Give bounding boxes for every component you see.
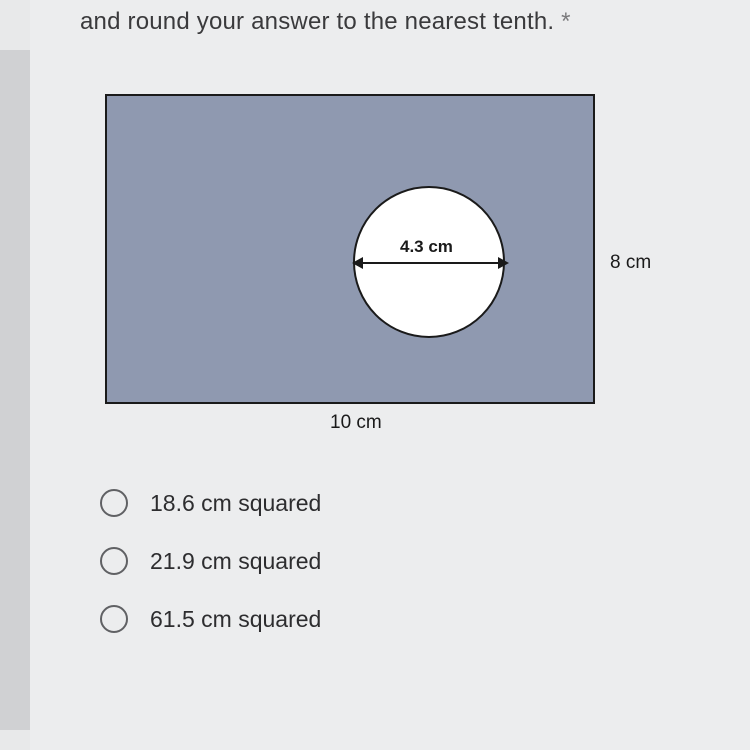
option-row[interactable]: 61.5 cm squared [100,605,750,633]
sidebar-shadow [0,50,30,730]
diameter-label: 4.3 cm [400,237,453,257]
radio-icon[interactable] [100,605,128,633]
rectangle-shape [105,94,595,404]
option-row[interactable]: 18.6 cm squared [100,489,750,517]
geometry-diagram: 4.3 cm 8 cm 10 cm [105,94,665,444]
option-row[interactable]: 21.9 cm squared [100,547,750,575]
question-panel: and round your answer to the nearest ten… [30,0,750,750]
diameter-arrow-right [498,257,509,269]
option-label: 18.6 cm squared [150,490,321,517]
radio-icon[interactable] [100,547,128,575]
height-label: 8 cm [610,252,651,274]
option-label: 61.5 cm squared [150,606,321,633]
diameter-arrow-left [352,257,363,269]
option-label: 21.9 cm squared [150,548,321,575]
answer-options: 18.6 cm squared 21.9 cm squared 61.5 cm … [100,489,750,633]
question-fragment: and round your answer to the nearest ten… [80,8,554,35]
radio-icon[interactable] [100,489,128,517]
question-text: and round your answer to the nearest ten… [30,0,750,36]
width-label: 10 cm [330,412,382,434]
diameter-line [357,262,505,264]
required-marker: * [561,8,571,35]
